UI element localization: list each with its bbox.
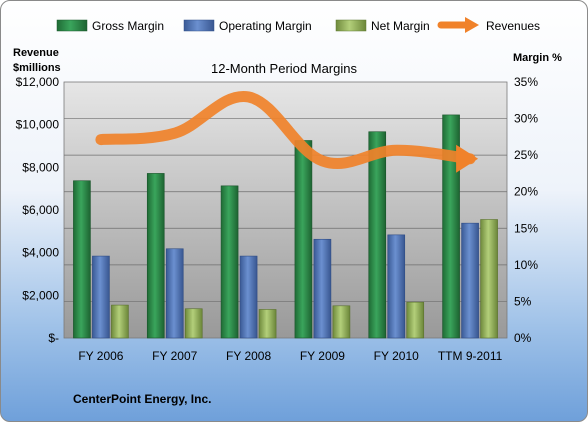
left-tick-label: $8,000 (22, 160, 59, 174)
bars (73, 114, 498, 339)
legend-swatch-net-margin (335, 19, 367, 32)
gross-margin-bar (442, 114, 460, 339)
gross-margin-bar (368, 131, 387, 339)
legend-swatch-gross-margin (56, 19, 88, 32)
x-axis-ticks: FY 2006 FY 2007 FY 2008 FY 2009 FY 2010 TTM 9… (78, 349, 502, 363)
x-tick-label: FY 2008 (226, 349, 271, 363)
right-axis-ticks: 0% 5% 10% 15% 20% 25% 30% 35% (514, 75, 538, 345)
revenue-line (95, 91, 479, 173)
x-tick-label: FY 2006 (78, 349, 123, 363)
right-tick-label: 25% (514, 148, 538, 162)
right-tick-label: 0% (514, 331, 532, 345)
operating-margin-bar (313, 238, 332, 339)
net-margin-bar (406, 301, 425, 339)
operating-margin-bar (239, 255, 258, 339)
legend-label-revenues: Revenues (486, 19, 540, 33)
left-axis-ticks: $- $2,000 $4,000 $6,000 $8,000 $10,000 $12,000 (16, 75, 60, 345)
net-margin-bar (258, 309, 277, 339)
left-tick-label: $6,000 (22, 203, 59, 217)
right-tick-label: 20% (514, 185, 538, 199)
left-tick-label: $4,000 (22, 246, 59, 260)
revenue-line-path (95, 91, 476, 170)
revenue-arrowhead (456, 144, 479, 173)
x-tick-label: TTM 9-2011 (438, 349, 503, 363)
legend-swatch-operating-margin (183, 19, 215, 32)
operating-margin-bar (387, 234, 406, 339)
right-tick-label: 30% (514, 112, 538, 126)
right-tick-label: 35% (514, 75, 538, 89)
legend-label-operating-margin: Operating Margin (219, 19, 312, 33)
legend-label-gross-margin: Gross Margin (92, 19, 164, 33)
legend: Gross Margin Operating Margin Net Margin… (56, 17, 540, 33)
operating-margin-bar (461, 222, 479, 339)
gross-margin-bar (146, 173, 165, 339)
left-tick-label: $12,000 (16, 75, 60, 89)
left-tick-label: $- (48, 331, 59, 345)
left-tick-label: $2,000 (22, 288, 59, 302)
operating-margin-bar (165, 248, 184, 339)
left-tick-label: $10,000 (16, 118, 60, 132)
gross-margin-bar (73, 180, 91, 339)
right-axis-label: Margin % (513, 52, 562, 64)
chart-title: 12-Month Period Margins (211, 61, 357, 76)
gridlines (64, 118, 507, 302)
net-margin-bar (111, 304, 129, 339)
x-tick-label: FY 2007 (152, 349, 197, 363)
net-margin-bar (184, 308, 203, 339)
right-tick-label: 15% (514, 221, 538, 235)
right-tick-label: 10% (514, 258, 538, 272)
operating-margin-bar (92, 255, 110, 339)
right-tick-label: 5% (514, 294, 532, 308)
company-name: CenterPoint Energy, Inc. (73, 392, 211, 406)
legend-swatch-revenues (437, 17, 479, 33)
net-margin-bar (332, 305, 351, 339)
gross-margin-bar (220, 185, 239, 339)
left-axis-label-line1: Revenue (13, 47, 59, 59)
legend-label-net-margin: Net Margin (371, 19, 430, 33)
net-margin-bar (480, 219, 498, 339)
x-tick-label: FY 2009 (300, 349, 345, 363)
x-tick-label: FY 2010 (374, 349, 419, 363)
gross-margin-bar (294, 140, 313, 339)
left-axis-label-line2: $millions (13, 62, 61, 74)
